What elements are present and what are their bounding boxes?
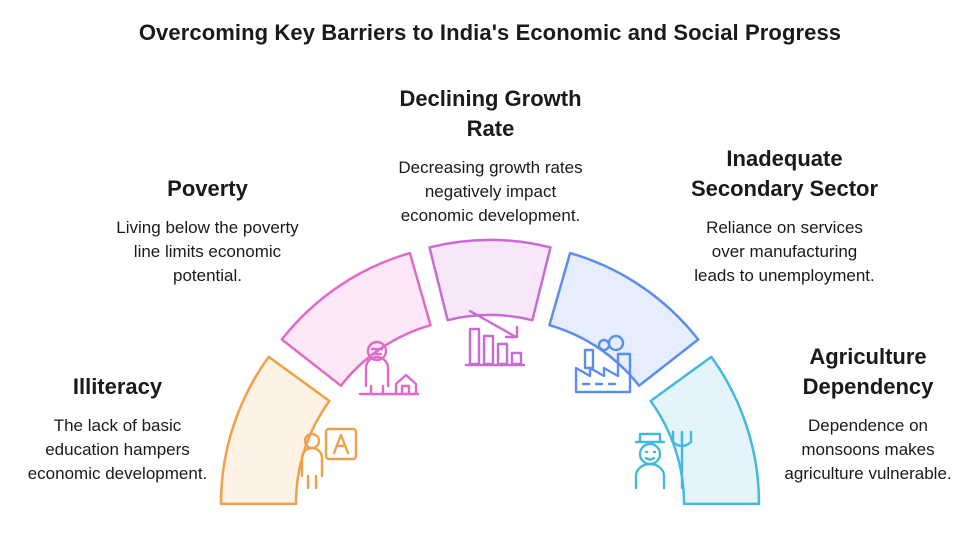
label-illiteracy: Illiteracy The lack of basic education h… [5,372,230,486]
description-declining-growth-rate: Decreasing growth rates negatively impac… [398,158,583,225]
segment-declining-growth-rate [428,238,552,322]
heading-illiteracy: Illiteracy [72,374,163,399]
heading-inadequate-secondary-sector: Inadequate Secondary Sector [690,146,879,201]
label-inadequate-secondary-sector: Inadequate Secondary Sector Reliance on … [672,144,897,288]
declining-bar-chart-icon [464,309,526,367]
teacher-board-icon [300,427,358,490]
heading-poverty: Poverty [167,176,248,201]
heading-declining-growth-rate: Declining Growth Rate [399,86,582,141]
label-declining-growth-rate: Declining Growth Rate Decreasing growth … [378,84,603,228]
description-inadequate-secondary-sector: Reliance on services over manufacturing … [694,218,875,285]
segment-agriculture-dependency [649,355,761,506]
description-agriculture-dependency: Dependence on monsoons makes agriculture… [784,416,952,483]
factory-icon [574,334,632,394]
segment-illiteracy [219,355,331,506]
description-illiteracy: The lack of basic education hampers econ… [27,416,208,483]
person-house-icon [358,340,420,396]
diagram-title: Overcoming Key Barriers to India's Econo… [138,20,842,45]
farmer-pitchfork-icon [634,430,693,490]
segment-inadequate-secondary-sector [548,251,700,387]
heading-agriculture-dependency: Agriculture Dependency [802,344,934,399]
segment-poverty [280,251,432,387]
label-agriculture-dependency: Agriculture Dependency Dependence on mon… [758,342,978,486]
label-poverty: Poverty Living below the poverty line li… [95,174,320,288]
description-poverty: Living below the poverty line limits eco… [116,218,299,285]
